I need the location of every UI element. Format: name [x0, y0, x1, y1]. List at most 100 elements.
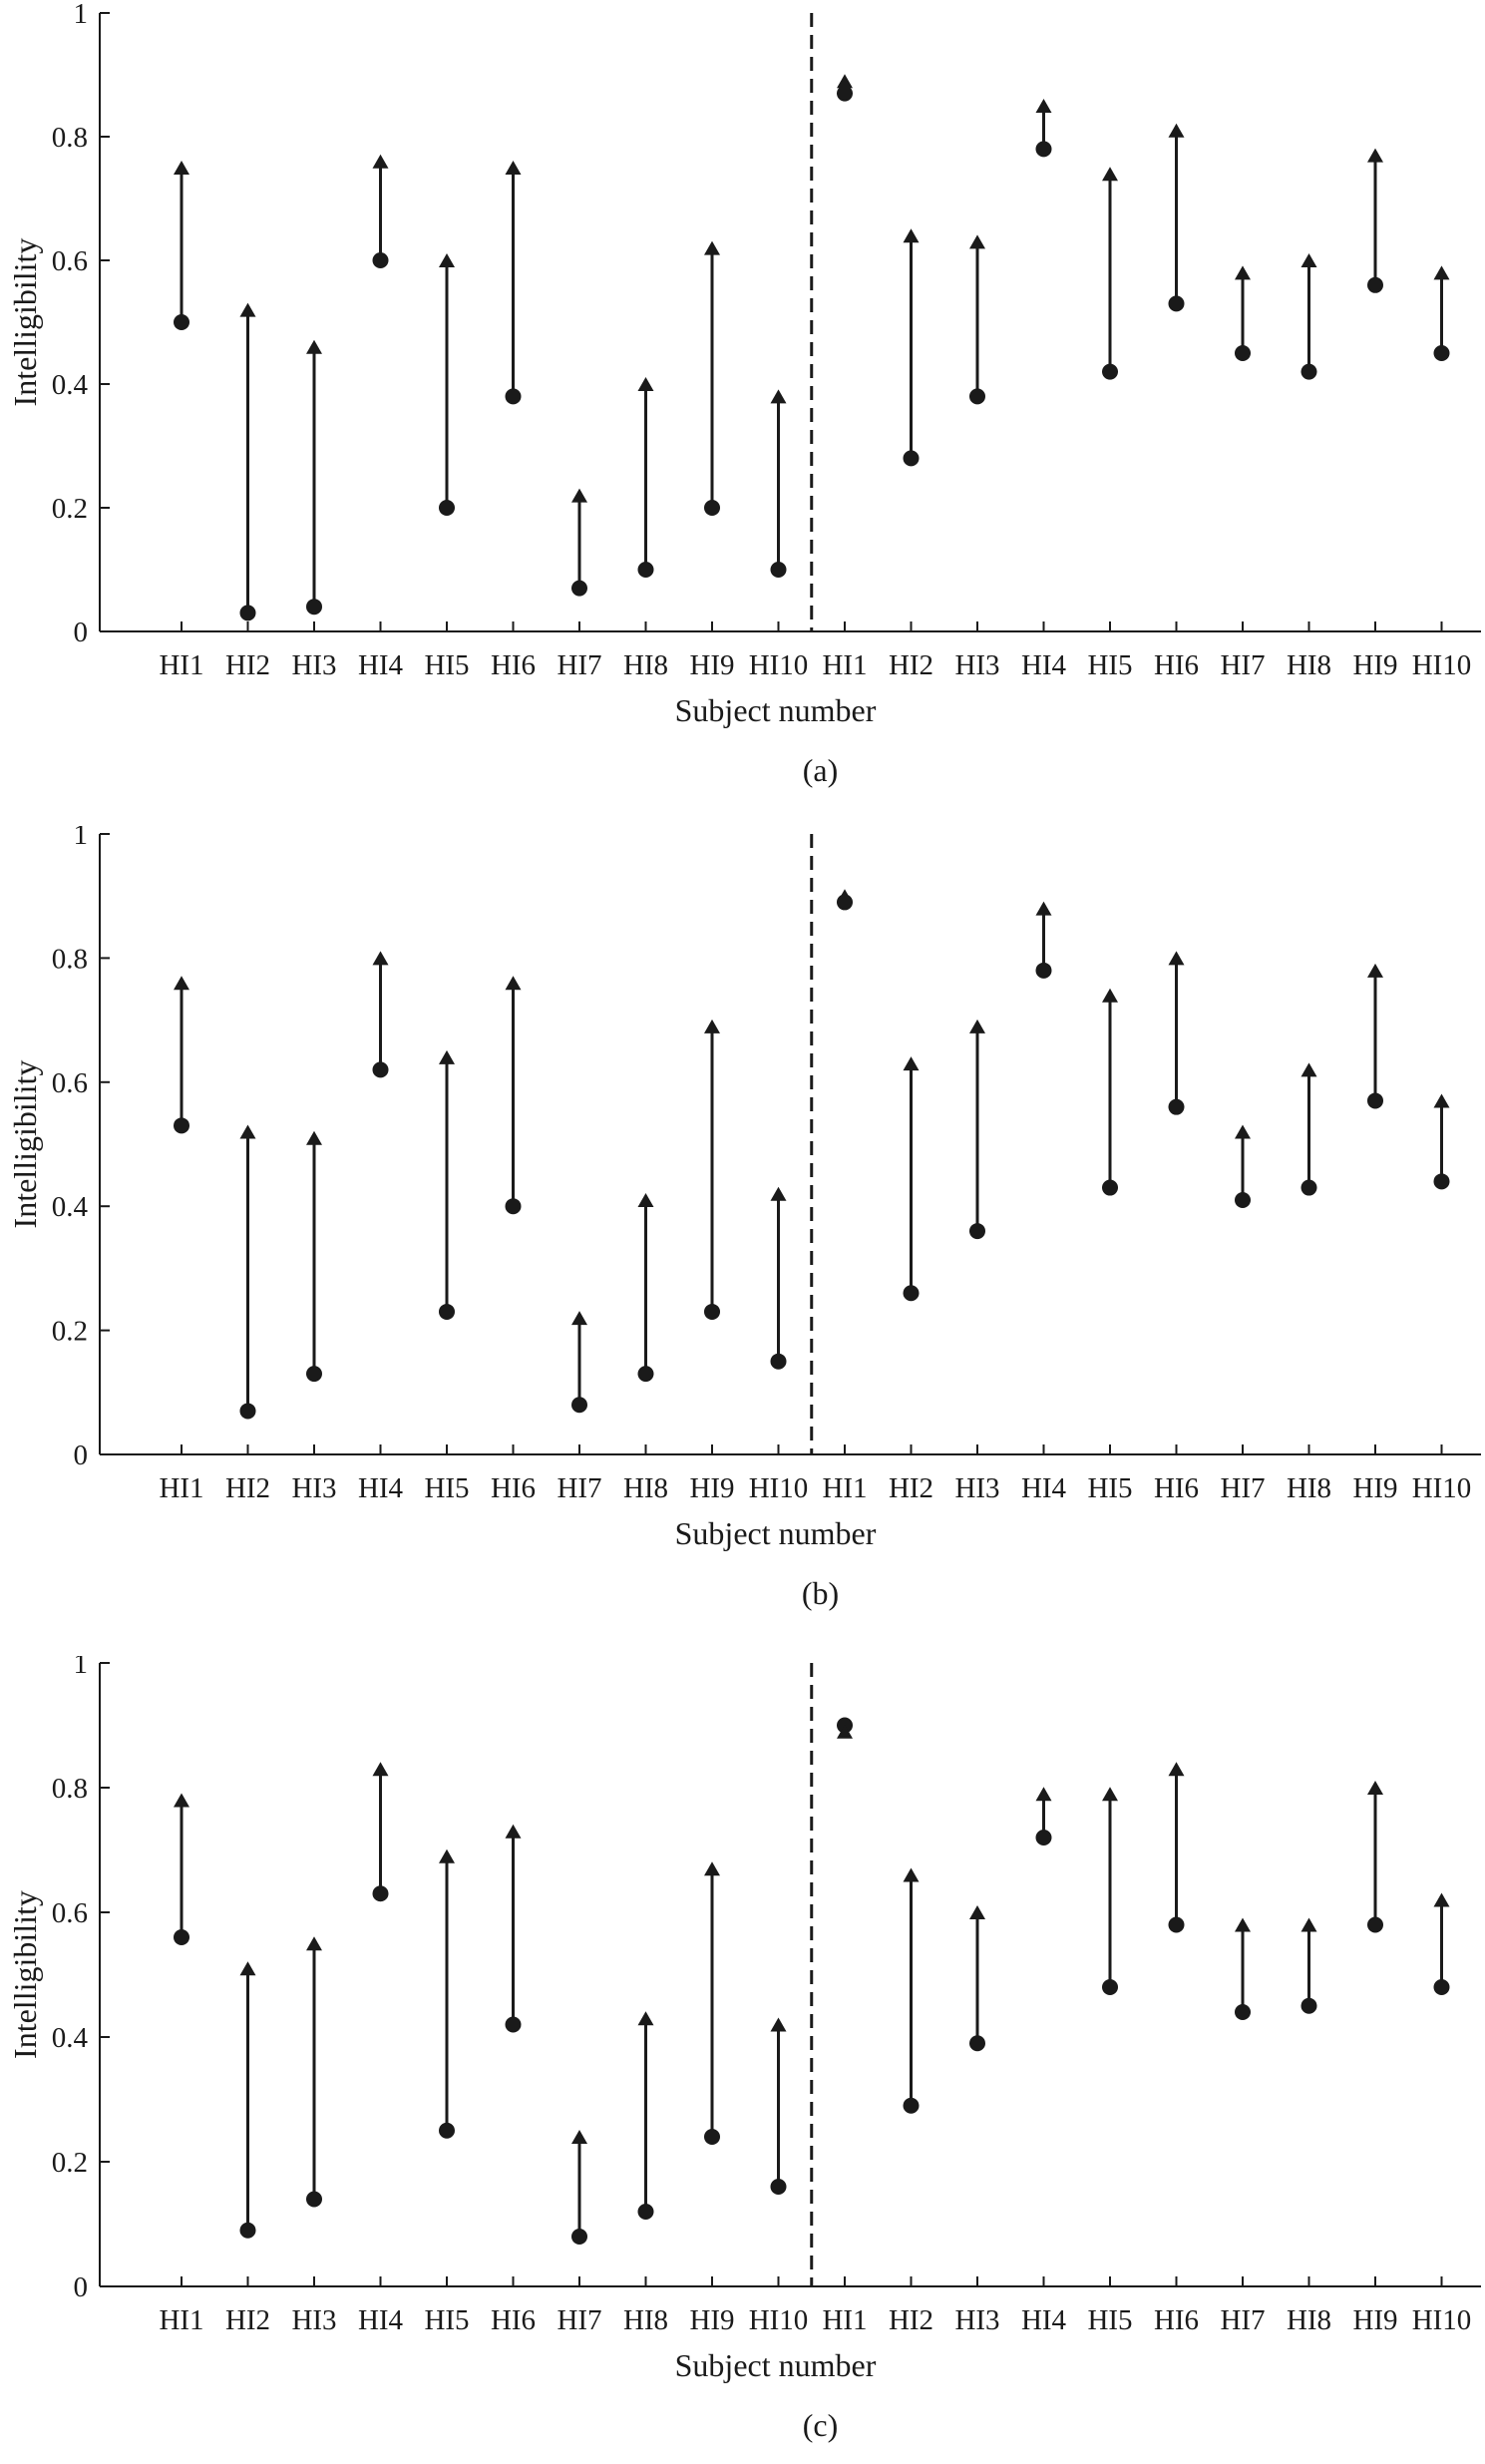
y-axis-title: Intelligibility [7, 1060, 43, 1229]
baseline-point [770, 2179, 787, 2195]
baseline-point [1300, 1997, 1317, 2014]
x-tick-label: HI6 [491, 2304, 536, 2336]
improved-arrowhead [1235, 1917, 1251, 1932]
baseline-point [1235, 2004, 1251, 2020]
improved-arrowhead [837, 1724, 853, 1739]
baseline-point [306, 599, 322, 616]
x-tick-label: HI1 [822, 649, 867, 681]
x-tick-label: HI7 [557, 1472, 601, 1504]
improved-arrowhead [704, 1019, 720, 1033]
x-tick-label: HI10 [749, 2304, 809, 2336]
y-tick-label: 0.8 [52, 1773, 88, 1805]
improved-arrowhead [306, 1936, 322, 1951]
baseline-point [306, 2191, 322, 2208]
baseline-point [1102, 1979, 1118, 1995]
baseline-point [1300, 1179, 1317, 1196]
y-tick-label: 1 [74, 1656, 89, 1680]
x-tick-label: HI9 [1352, 2304, 1397, 2336]
y-tick-label: 0.8 [52, 122, 88, 154]
x-tick-label: HI2 [889, 2304, 933, 2336]
improved-arrowhead [1300, 253, 1317, 267]
baseline-point [903, 2097, 920, 2114]
improved-arrowhead [1367, 148, 1383, 163]
improved-arrowhead [969, 1905, 985, 1919]
baseline-point [903, 1285, 920, 1302]
improved-arrowhead [439, 253, 455, 267]
baseline-point [439, 500, 455, 516]
x-tick-label: HI2 [225, 1472, 270, 1504]
baseline-point [1433, 1173, 1450, 1190]
baseline-point [704, 1303, 720, 1320]
baseline-point [1367, 276, 1383, 293]
x-tick-label: HI2 [889, 649, 933, 681]
baseline-point [1168, 1916, 1185, 1933]
baseline-point [1367, 1916, 1383, 1933]
improved-arrowhead [1235, 265, 1251, 280]
improved-arrowhead [505, 976, 522, 991]
baseline-point [770, 1353, 787, 1370]
baseline-point [1433, 345, 1450, 361]
improved-arrowhead [306, 339, 322, 354]
x-tick-label: HI9 [1352, 649, 1397, 681]
improved-arrowhead [969, 234, 985, 249]
x-tick-label: HI1 [822, 2304, 867, 2336]
x-tick-label: HI7 [1220, 1472, 1265, 1504]
baseline-point [1102, 363, 1118, 380]
x-tick-label: HI10 [1412, 649, 1472, 681]
x-tick-label: HI9 [689, 649, 734, 681]
baseline-point [1367, 1092, 1383, 1109]
improved-arrowhead [1300, 1062, 1317, 1077]
improved-arrowhead [1367, 963, 1383, 978]
baseline-point [1035, 962, 1052, 979]
improved-arrowhead [505, 1824, 522, 1839]
x-tick-label: HI5 [1087, 2304, 1132, 2336]
baseline-point [637, 562, 654, 578]
x-tick-label: HI5 [1087, 649, 1132, 681]
improved-arrowhead [571, 2130, 587, 2144]
chart-panel-2: 0 0.2 0.4 0.6 0.8 1 HI1 HI2 HI3 HI4 HI5 HI6 HI7 HI8 HI… [7, 826, 1481, 1611]
x-tick-label: HI9 [689, 1472, 734, 1504]
baseline-point [174, 1117, 189, 1134]
baseline-point [1235, 345, 1251, 361]
x-tick-label: HI3 [291, 1472, 336, 1504]
improved-arrowhead [837, 889, 853, 904]
baseline-point [571, 2229, 587, 2245]
baseline-point [174, 314, 189, 330]
improved-arrowhead [505, 161, 522, 175]
baseline-point [372, 1061, 389, 1078]
improved-arrowhead [372, 1762, 389, 1777]
improved-arrowhead [637, 2011, 654, 2026]
x-tick-label: HI7 [557, 649, 601, 681]
baseline-point [505, 2016, 522, 2033]
baseline-point [704, 2129, 720, 2145]
y-tick-label: 0 [74, 2271, 89, 2303]
baseline-point [372, 252, 389, 268]
improved-arrowhead [1102, 1787, 1118, 1802]
improved-arrowhead [1367, 1781, 1383, 1795]
y-tick-label: 0.6 [52, 245, 88, 277]
y-axis-title: Intelligibility [7, 238, 43, 407]
x-tick-label: HI8 [1287, 2304, 1331, 2336]
baseline-point [239, 2222, 256, 2239]
x-tick-label: HI8 [1287, 1472, 1331, 1504]
baseline-point [1102, 1179, 1118, 1196]
baseline-point [770, 562, 787, 578]
baseline-point [174, 1929, 189, 1945]
improved-arrowhead [1168, 123, 1185, 138]
baseline-point [969, 388, 985, 405]
y-tick-label: 0.6 [52, 1067, 88, 1099]
baseline-point [372, 1885, 389, 1902]
improved-arrowhead [239, 302, 256, 317]
baseline-point [837, 85, 853, 102]
x-tick-label: HI2 [225, 2304, 270, 2336]
x-tick-label: HI2 [225, 649, 270, 681]
x-tick-label: HI3 [954, 2304, 999, 2336]
x-tick-label: HI1 [159, 2304, 203, 2336]
improved-arrowhead [1168, 1762, 1185, 1777]
x-tick-label: HI5 [424, 2304, 469, 2336]
improved-arrowhead [306, 1130, 322, 1145]
y-tick-label: 0.4 [52, 1191, 89, 1223]
improved-arrowhead [1035, 1787, 1052, 1802]
y-tick-label: 0.8 [52, 943, 88, 975]
